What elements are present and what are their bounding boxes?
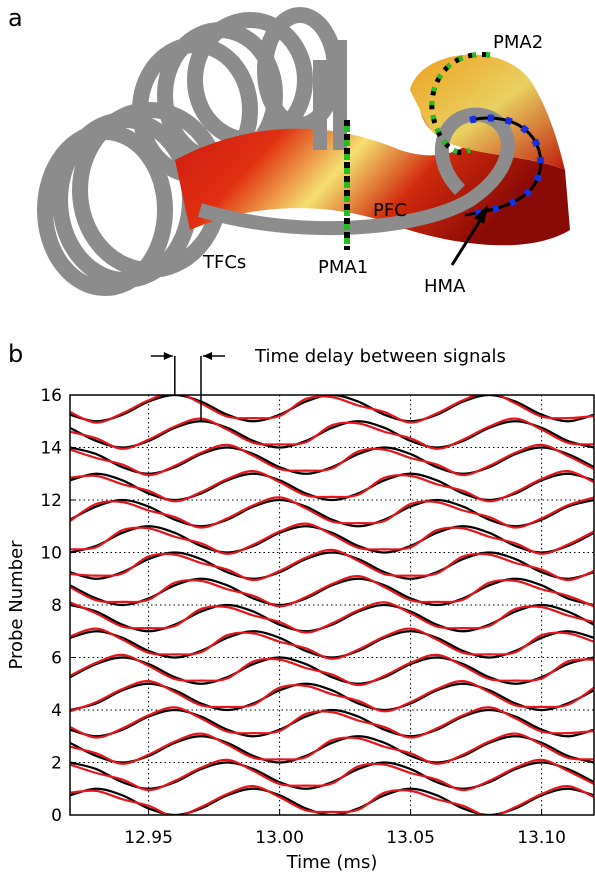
hma-probes [464,114,545,219]
series-line [70,470,594,503]
x-axis-label: Time (ms) [286,852,378,873]
series-line [70,656,594,685]
tfcs-label: TFCs [202,252,246,273]
series-line [70,417,594,450]
series-line [70,548,594,582]
y-tick-label: 0 [51,806,62,826]
pma2-label: PMA2 [493,32,543,53]
series-line [70,575,594,608]
annotation: Time delay between signals [254,346,506,367]
delay-arrow-head [203,352,212,360]
series-line [70,420,594,449]
series-line [70,680,594,713]
series-line [70,603,594,633]
panel-label: a [8,4,23,32]
y-tick-label: 2 [51,754,62,774]
series-line [70,601,594,634]
series-line [70,758,594,792]
x-tick-label: 12.95 [124,828,173,848]
series-line [70,732,594,765]
series-line [70,577,594,607]
series-line [70,443,594,477]
y-tick-label: 4 [51,701,62,721]
pma1-label: PMA1 [318,257,368,278]
y-tick-label: 8 [51,596,62,616]
series-line [70,522,594,555]
y-tick-label: 10 [40,544,62,564]
hma-arrow-head [474,205,488,224]
series-line [70,446,594,475]
series-line [70,395,594,424]
delay-arrows [150,352,225,422]
y-axis-label: Probe Number [6,540,27,670]
series-line [70,525,594,554]
series-line [70,761,594,790]
y-tick-label: 12 [40,491,62,511]
delay-arrow-head [163,352,173,360]
hma-label: HMA [424,276,466,297]
series-line [70,735,594,764]
y-tick-label: 14 [40,439,62,459]
x-tick-label: 13.10 [517,828,566,848]
series-line [70,708,594,738]
panel-label: b [8,340,23,368]
series-line [70,627,594,660]
x-tick-label: 13.00 [255,828,304,848]
series-line [70,682,594,712]
pma2-probes [429,51,491,155]
pfc-label: PFC [373,200,407,221]
series-line [70,706,594,739]
series-line [70,785,594,815]
panel-a-render: a TFCs PMA1 PMA2 PFC HMA [8,4,570,297]
y-tick-label: 6 [51,649,62,669]
series-line [70,496,594,529]
series-line [70,653,594,687]
x-tick-label: 13.05 [386,828,435,848]
series-line [70,551,594,580]
y-tick-label: 16 [40,386,62,406]
plot-frame [69,394,595,816]
plot-lines [70,395,594,815]
pf-coils [197,40,515,236]
series-line [70,395,594,423]
